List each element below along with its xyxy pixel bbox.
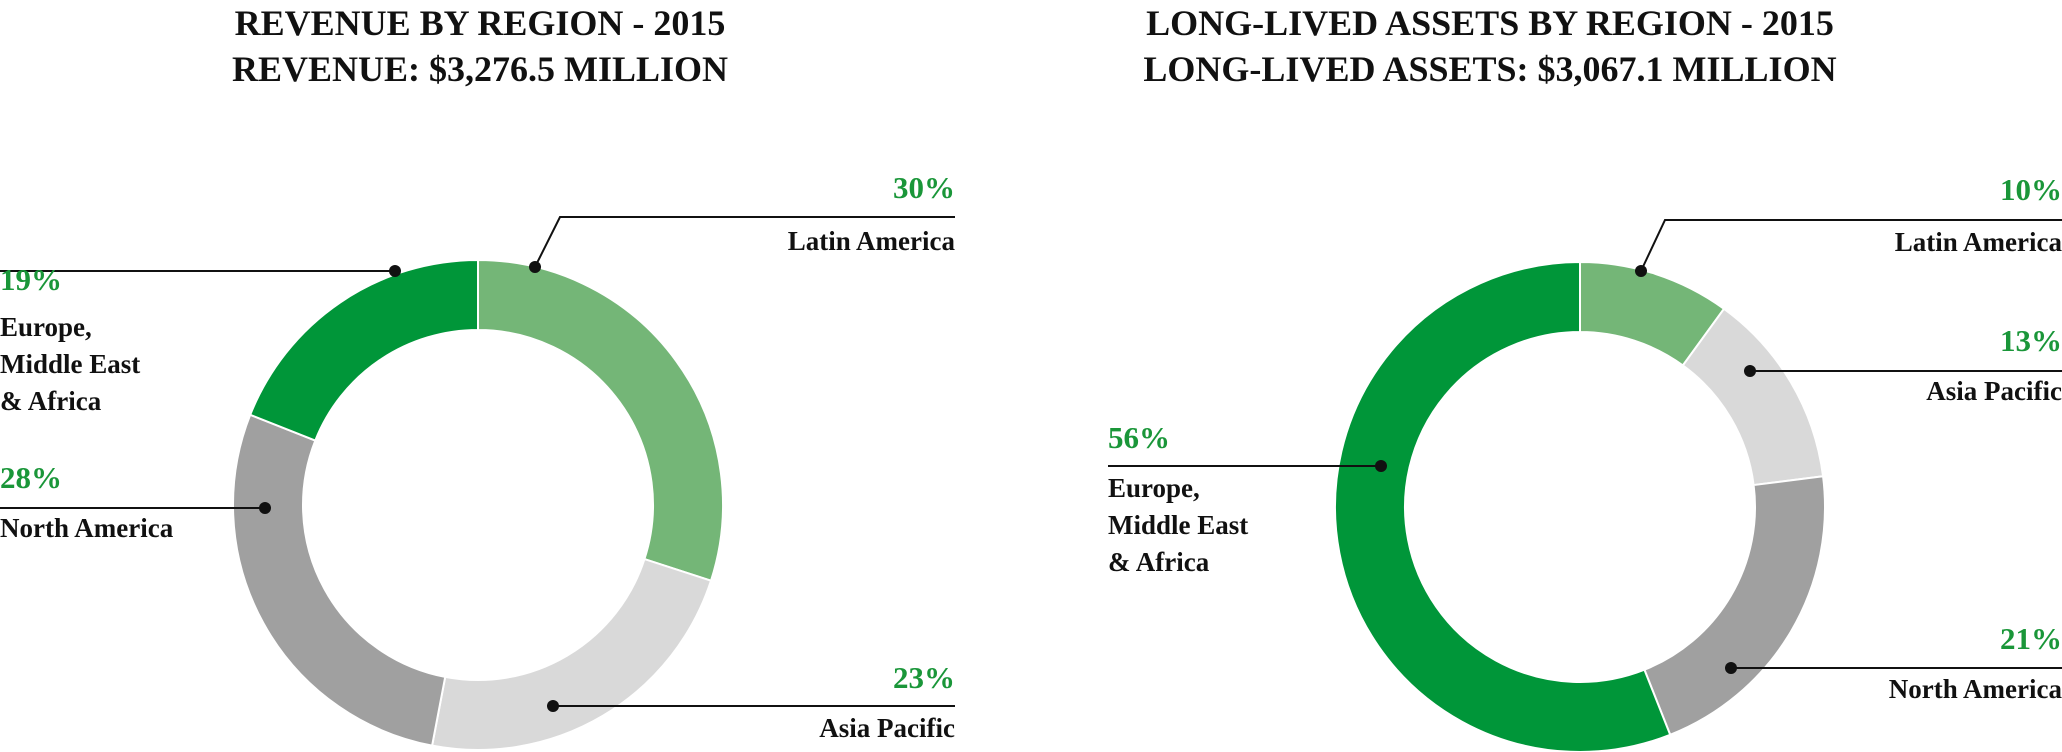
leader-line-latin-america (534, 216, 955, 268)
donut-slice-north-america (232, 413, 447, 747)
leader-dot-north-america (1725, 662, 1737, 674)
value-label-north-america: 21% (2000, 621, 2062, 656)
value-label-asia-pacific: 23% (893, 660, 955, 695)
category-label-latin-america: Latin America (1895, 224, 2062, 261)
category-label-line: North America (1888, 674, 2062, 704)
leader-dot-europe (1375, 460, 1387, 472)
leader-dot-north-america (259, 502, 271, 514)
donut-slice-europe (1334, 260, 1672, 752)
category-label-line: Middle East (1108, 510, 1249, 540)
assets-chart: LONG-LIVED ASSETS BY REGION - 2015 LONG-… (1100, 0, 2062, 752)
value-label-europe: 56% (1108, 420, 1170, 455)
category-label-line: North America (0, 513, 174, 543)
category-label-line: Asia Pacific (1926, 376, 2062, 406)
donut-slice-europe (248, 258, 479, 442)
category-label-line: & Africa (0, 386, 102, 416)
donut-slice-north-america (1643, 475, 1826, 737)
leader-dot-latin-america (529, 261, 541, 273)
leader-line-latin-america (1640, 219, 2062, 272)
donut-slice-asia-pacific (430, 557, 713, 751)
assets-donut (1108, 219, 2062, 752)
value-label-latin-america: 10% (2000, 172, 2062, 207)
chart-subtitle: LONG-LIVED ASSETS: $3,067.1 MILLION (1143, 49, 1837, 89)
revenue-donut (0, 216, 955, 751)
chart-title-line1: LONG-LIVED ASSETS BY REGION - 2015 (1146, 3, 1834, 43)
chart-title: REVENUE BY REGION - 2015 REVENUE: $3,276… (0, 0, 960, 92)
category-label-line: Europe, (1108, 473, 1200, 503)
value-label-north-america: 28% (0, 460, 62, 495)
chart-subtitle: REVENUE: $3,276.5 MILLION (231, 49, 729, 89)
leader-dot-europe (389, 265, 401, 277)
chart-title-line1: REVENUE BY REGION - 2015 (234, 3, 726, 43)
category-label-asia-pacific: Asia Pacific (1926, 373, 2062, 410)
leader-dot-asia-pacific (547, 700, 559, 712)
leader-dot-asia-pacific (1744, 365, 1756, 377)
category-label-line: Latin America (787, 226, 955, 256)
category-label-europe: Europe, Middle East & Africa (0, 309, 140, 420)
donut-slice-asia-pacific (1681, 307, 1825, 487)
value-label-asia-pacific: 13% (2000, 323, 2062, 358)
category-label-europe: Europe, Middle East & Africa (1108, 470, 1248, 581)
value-label-europe: 19% (0, 262, 62, 297)
category-label-line: Middle East (0, 349, 141, 379)
category-label-line: Europe, (0, 312, 92, 342)
leader-dot-latin-america (1635, 265, 1647, 277)
revenue-chart: REVENUE BY REGION - 2015 REVENUE: $3,276… (0, 0, 960, 752)
chart-title: LONG-LIVED ASSETS BY REGION - 2015 LONG-… (1100, 0, 1880, 92)
category-label-asia-pacific: Asia Pacific (819, 710, 955, 747)
donut-slice-latin-america (477, 258, 724, 582)
category-label-line: Asia Pacific (819, 713, 955, 743)
value-label-latin-america: 30% (893, 170, 955, 205)
category-label-north-america: North America (0, 510, 173, 547)
category-label-line: & Africa (1108, 547, 1210, 577)
category-label-line: Latin America (1894, 227, 2062, 257)
category-label-latin-america: Latin America (788, 223, 955, 260)
category-label-north-america: North America (1889, 671, 2062, 708)
